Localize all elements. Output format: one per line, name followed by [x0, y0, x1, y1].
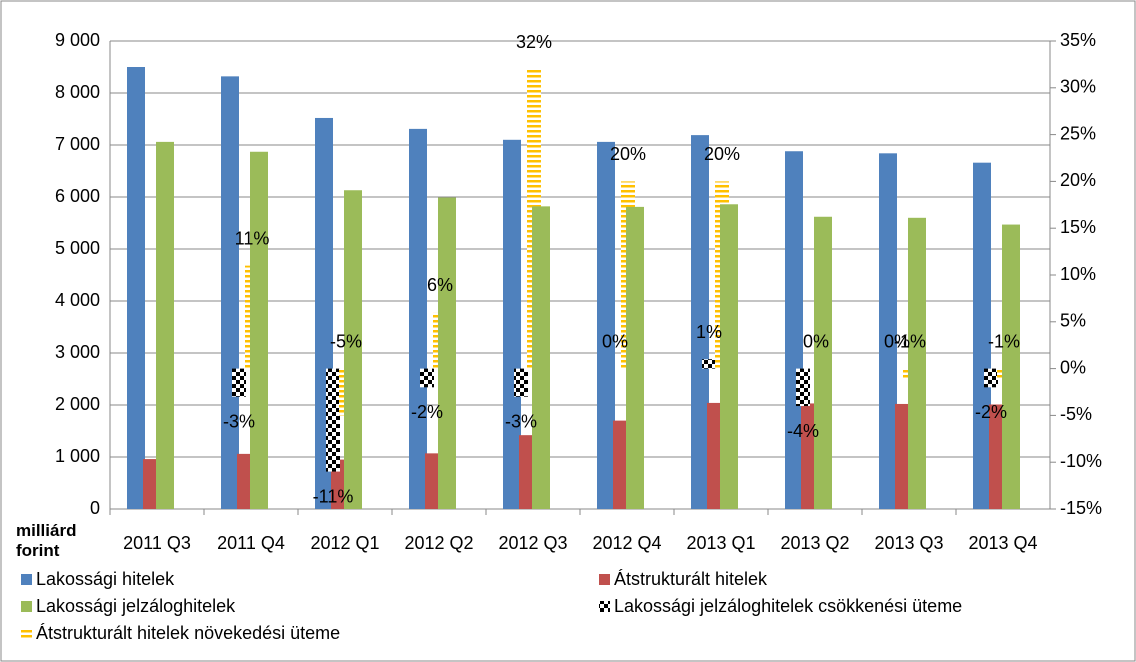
- bar: [425, 453, 439, 509]
- y-tick-label: 7 000: [55, 134, 100, 154]
- bar: [409, 128, 427, 509]
- y2-tick-label: 30%: [1060, 77, 1096, 97]
- data-label: 0%: [803, 331, 829, 351]
- data-label: 20%: [610, 144, 646, 164]
- bar: [691, 135, 709, 509]
- bar: [331, 459, 345, 509]
- bar: [707, 402, 721, 509]
- y-tick-label: 1 000: [55, 446, 100, 466]
- legend-swatch: [599, 574, 610, 585]
- y-tick-label: 6 000: [55, 186, 100, 206]
- legend-label: Lakossági jelzáloghitelek: [36, 596, 236, 616]
- bar: [519, 435, 533, 509]
- y2-tick-label: 25%: [1060, 123, 1096, 143]
- bar: [814, 216, 832, 509]
- bar: [984, 368, 998, 388]
- data-label: -5%: [330, 331, 362, 351]
- bar: [221, 76, 239, 510]
- bar: [420, 368, 434, 388]
- data-label: 6%: [427, 275, 453, 295]
- x-tick-label: 2012 Q1: [310, 533, 379, 553]
- data-label: -1%: [894, 331, 926, 351]
- legend-label: Lakossági jelzáloghitelek csökkenési üte…: [614, 596, 962, 616]
- y-tick-label: 0: [90, 498, 100, 518]
- x-tick-label: 2013 Q2: [780, 533, 849, 553]
- data-label: -11%: [313, 486, 354, 506]
- data-label: -4%: [787, 421, 819, 441]
- y-tick-label: 5 000: [55, 238, 100, 258]
- bar: [801, 403, 815, 509]
- x-tick-label: 2013 Q1: [686, 533, 755, 553]
- x-tick-label: 2011 Q4: [217, 533, 285, 553]
- y2-tick-label: 35%: [1060, 30, 1096, 50]
- bar: [879, 153, 897, 509]
- y2-tick-label: 15%: [1060, 217, 1096, 237]
- x-tick-label: 2012 Q4: [592, 533, 661, 553]
- data-label: 1%: [696, 322, 722, 342]
- x-tick-label: 2012 Q2: [404, 533, 473, 553]
- x-tick-label: 2013 Q4: [968, 533, 1037, 553]
- y2-tick-label: -10%: [1060, 451, 1102, 471]
- legend-swatch: [21, 628, 32, 639]
- bar: [503, 139, 521, 510]
- y2-tick-label: 20%: [1060, 170, 1096, 190]
- data-label: 11%: [235, 228, 270, 248]
- bar: [156, 141, 174, 509]
- x-tick-label: 2012 Q3: [498, 533, 567, 553]
- bar: [344, 190, 362, 510]
- bar: [989, 404, 1003, 509]
- data-label: 20%: [704, 144, 740, 164]
- legend-swatch: [21, 574, 32, 585]
- y-tick-label: 9 000: [55, 30, 100, 50]
- legend-label: Lakossági hitelek: [36, 569, 175, 589]
- x-tick-label: 2011 Q3: [123, 533, 191, 553]
- bar: [895, 403, 909, 509]
- bar: [626, 206, 644, 509]
- y-tick-label: 2 000: [55, 394, 100, 414]
- data-label: 32%: [516, 32, 552, 52]
- bar: [1002, 224, 1020, 509]
- y2-tick-label: 10%: [1060, 264, 1096, 284]
- bar: [127, 67, 145, 509]
- bar: [908, 217, 926, 510]
- y-tick-label: 8 000: [55, 82, 100, 102]
- data-label: -3%: [223, 411, 255, 431]
- data-label: 0%: [602, 331, 628, 351]
- y2-tick-label: 0%: [1060, 357, 1086, 377]
- data-label: -2%: [411, 402, 443, 422]
- y2-tick-label: -5%: [1060, 404, 1092, 424]
- bar: [785, 151, 803, 510]
- bar: [613, 420, 627, 509]
- data-label: -3%: [505, 411, 537, 431]
- legend-swatch: [21, 601, 32, 612]
- bar: [232, 368, 246, 397]
- bar: [438, 197, 456, 509]
- y-tick-label: 4 000: [55, 290, 100, 310]
- bar: [532, 206, 550, 510]
- y-tick-label: 3 000: [55, 342, 100, 362]
- bar: [720, 204, 738, 509]
- data-label: 0%: [884, 331, 910, 351]
- y-axis-label: milliárd forint: [16, 521, 77, 560]
- data-label: -1%: [988, 331, 1020, 351]
- bar: [237, 453, 251, 509]
- legend-swatch: [599, 601, 610, 612]
- bar: [326, 368, 340, 472]
- legend-label: Átstrukturált hitelek növekedési üteme: [36, 623, 340, 643]
- data-label: -2%: [975, 402, 1007, 422]
- bar: [143, 459, 157, 509]
- legend-label: Átstrukturált hitelek: [614, 569, 768, 589]
- y2-tick-label: -15%: [1060, 498, 1102, 518]
- x-tick-label: 2013 Q3: [874, 533, 943, 553]
- bar: [597, 141, 615, 509]
- y2-tick-label: 5%: [1060, 311, 1086, 331]
- bar: [250, 151, 268, 509]
- bar: [702, 359, 716, 369]
- bar: [973, 162, 991, 509]
- bar: [796, 368, 810, 407]
- bar: [514, 368, 528, 397]
